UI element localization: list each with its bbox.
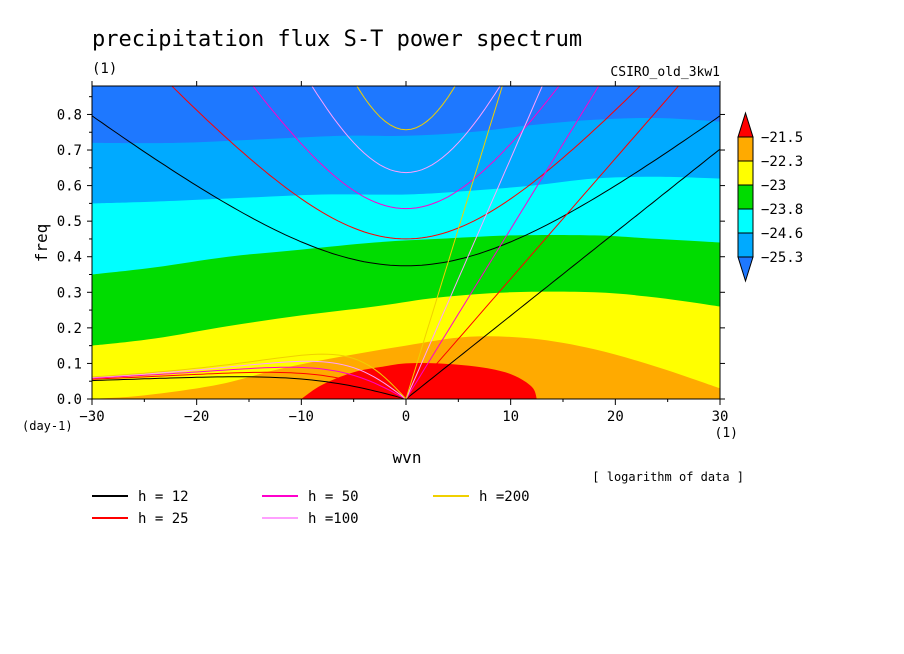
colorbar-label: −25.3 xyxy=(761,250,803,266)
x-tick-label: −30 xyxy=(79,409,104,425)
x-tick-label: 20 xyxy=(607,409,624,425)
y-tick-label: 0.2 xyxy=(57,321,82,337)
gravity-curve-50 xyxy=(252,86,560,210)
y-tick-label: 0.0 xyxy=(57,392,82,408)
x-tick-label: −10 xyxy=(289,409,314,425)
x-axis-label: wvn xyxy=(393,448,422,467)
y-axis-label: freq xyxy=(32,224,51,263)
gravity-curve-12 xyxy=(92,115,720,267)
colorbar-label: −21.5 xyxy=(761,130,803,146)
gravity-curve-100 xyxy=(311,86,501,174)
kelvin-curve-50 xyxy=(405,86,600,399)
legend-label: h =200 xyxy=(479,489,530,505)
contour-band--21.5 xyxy=(301,363,537,399)
colorbar-label: −23 xyxy=(761,178,786,194)
x-tick-label: −20 xyxy=(184,409,209,425)
legend: h = 12 h = 25 h = 50 h =100 h =200 xyxy=(92,489,530,527)
plot-area xyxy=(91,85,721,400)
colorbar: −21.5 −22.3 −23 −23.8 −24.6 −25.3 xyxy=(737,111,803,283)
kelvin-curve-25 xyxy=(405,86,680,399)
rossby-curve-200 xyxy=(92,353,407,399)
y-tick-label: 0.5 xyxy=(57,214,82,230)
gravity-curve-200 xyxy=(356,86,456,131)
colorbar-bottom-triangle xyxy=(737,256,754,283)
y-tick-label: 0.4 xyxy=(57,250,82,266)
rossby-curve-12 xyxy=(92,376,407,399)
colorbar-swatch xyxy=(737,232,754,258)
title-units: (1) xyxy=(92,61,117,77)
colorbar-label: −23.8 xyxy=(761,202,803,218)
colorbar-swatch xyxy=(737,208,754,234)
colorbar-label: −22.3 xyxy=(761,154,803,170)
x-axis-units: (1) xyxy=(715,426,738,441)
legend-label: h = 50 xyxy=(308,489,359,505)
x-tick-label: 30 xyxy=(712,409,729,425)
colorbar-top-triangle xyxy=(737,111,754,138)
x-axis: −30 −20 −10 0 10 20 30 xyxy=(79,81,728,425)
gravity-curve-25 xyxy=(171,86,641,240)
rossby-curve-100 xyxy=(92,360,407,399)
legend-label: h = 25 xyxy=(138,511,189,527)
y-tick-label: 0.3 xyxy=(57,285,82,301)
kelvin-curve-200 xyxy=(405,86,503,399)
rossby-curve-50 xyxy=(92,366,407,399)
legend-label: h = 12 xyxy=(138,489,189,505)
y-axis-units: (day-1) xyxy=(22,419,73,433)
y-tick-label: 0.8 xyxy=(57,107,82,123)
colorbar-swatch xyxy=(737,184,754,210)
kelvin-curve-100 xyxy=(405,86,543,399)
data-note: [ logarithm of data ] xyxy=(592,470,744,484)
colorbar-label: −24.6 xyxy=(761,226,803,242)
x-tick-label: 0 xyxy=(402,409,410,425)
colorbar-swatch xyxy=(737,160,754,186)
y-tick-label: 0.7 xyxy=(57,143,82,159)
model-label: CSIRO_old_3kw1 xyxy=(610,65,720,80)
colorbar-swatch xyxy=(737,136,754,162)
kelvin-curve-12 xyxy=(405,148,720,399)
rossby-curve-25 xyxy=(92,371,407,399)
y-tick-label: 0.1 xyxy=(57,356,82,372)
y-axis: 0.0 0.1 0.2 0.3 0.4 0.5 0.6 0.7 0.8 xyxy=(57,96,725,408)
legend-label: h =100 xyxy=(308,511,359,527)
chart-title: precipitation flux S-T power spectrum xyxy=(92,27,582,52)
y-tick-label: 0.6 xyxy=(57,179,82,195)
x-tick-label: 10 xyxy=(502,409,519,425)
